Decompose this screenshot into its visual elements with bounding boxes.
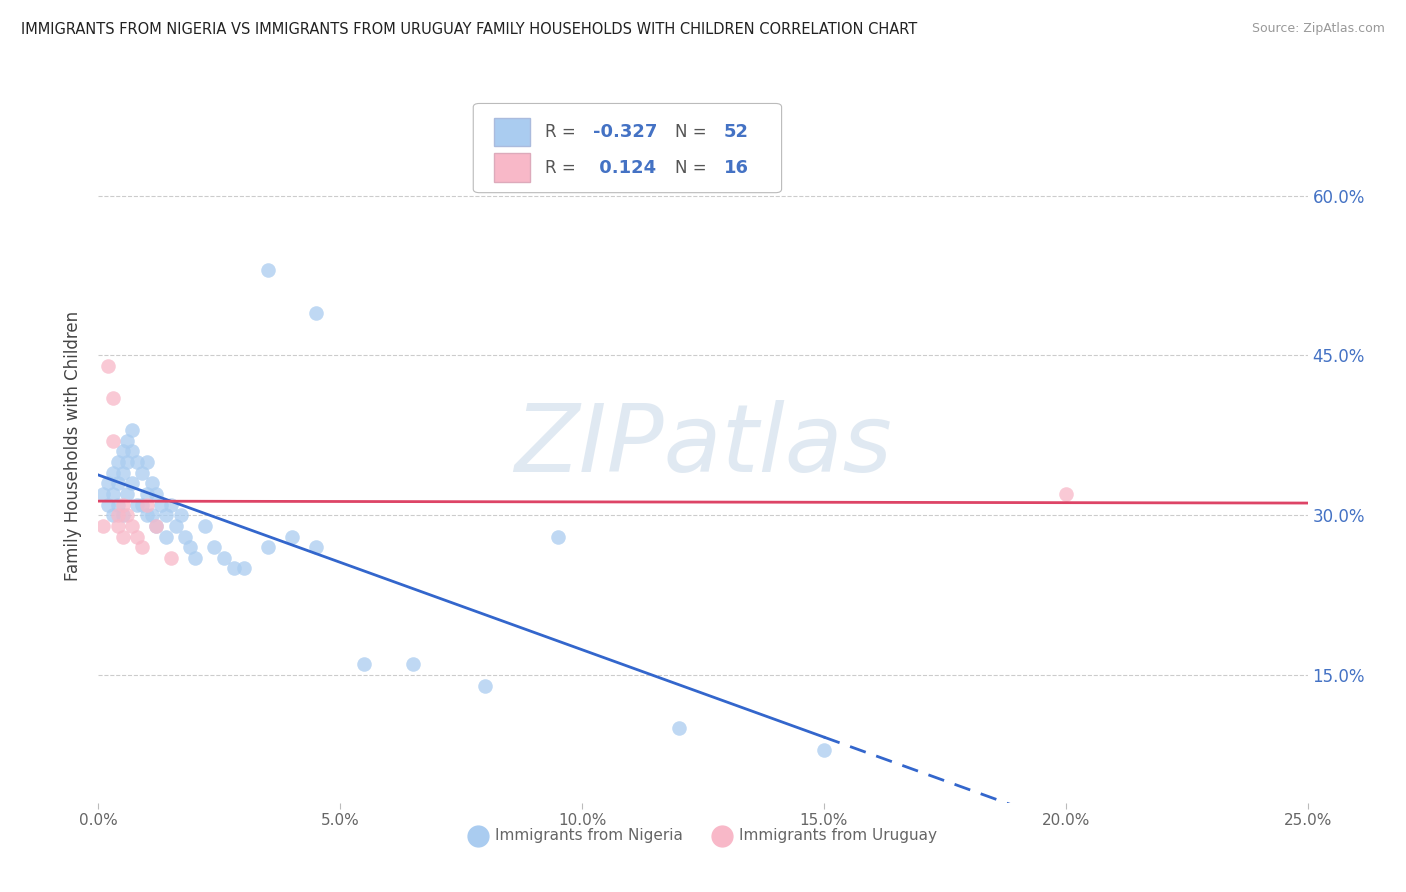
FancyBboxPatch shape — [494, 153, 530, 182]
Point — [117, 455, 139, 469]
Point — [117, 487, 139, 501]
Point — [111, 466, 134, 480]
Point — [402, 657, 425, 672]
Point — [111, 444, 134, 458]
Text: N =: N = — [675, 159, 711, 177]
Point — [1054, 487, 1077, 501]
Point — [131, 466, 153, 480]
Point — [160, 550, 183, 565]
Point — [145, 519, 167, 533]
Point — [107, 519, 129, 533]
Point — [117, 508, 139, 523]
Point — [107, 498, 129, 512]
Point — [91, 519, 114, 533]
Point — [305, 540, 328, 554]
Point — [101, 466, 124, 480]
Text: IMMIGRANTS FROM NIGERIA VS IMMIGRANTS FROM URUGUAY FAMILY HOUSEHOLDS WITH CHILDR: IMMIGRANTS FROM NIGERIA VS IMMIGRANTS FR… — [21, 22, 917, 37]
Point — [111, 529, 134, 543]
Point — [121, 444, 143, 458]
Point — [101, 508, 124, 523]
Text: R =: R = — [544, 123, 581, 141]
Point — [135, 487, 157, 501]
Text: -0.327: -0.327 — [593, 123, 658, 141]
Point — [107, 476, 129, 491]
Point — [474, 679, 496, 693]
Point — [91, 487, 114, 501]
Point — [204, 540, 226, 554]
FancyBboxPatch shape — [494, 118, 530, 146]
Point — [169, 508, 191, 523]
Point — [305, 306, 328, 320]
Point — [97, 359, 120, 373]
Point — [121, 423, 143, 437]
Point — [165, 519, 187, 533]
Text: Source: ZipAtlas.com: Source: ZipAtlas.com — [1251, 22, 1385, 36]
Point — [194, 519, 217, 533]
Point — [174, 529, 197, 543]
Point — [131, 540, 153, 554]
Point — [281, 529, 304, 543]
Point — [131, 498, 153, 512]
Point — [353, 657, 375, 672]
Point — [97, 476, 120, 491]
Point — [127, 498, 149, 512]
Legend: Immigrants from Nigeria, Immigrants from Uruguay: Immigrants from Nigeria, Immigrants from… — [463, 822, 943, 848]
Point — [141, 476, 163, 491]
Point — [107, 508, 129, 523]
Point — [155, 529, 177, 543]
Point — [256, 540, 278, 554]
Point — [135, 455, 157, 469]
Point — [107, 455, 129, 469]
Point — [127, 455, 149, 469]
Text: 0.124: 0.124 — [593, 159, 657, 177]
Point — [145, 519, 167, 533]
Point — [97, 498, 120, 512]
Point — [145, 487, 167, 501]
Point — [101, 434, 124, 448]
Point — [160, 498, 183, 512]
Text: N =: N = — [675, 123, 711, 141]
Point — [668, 721, 690, 735]
Text: ZIPatlas: ZIPatlas — [515, 401, 891, 491]
Y-axis label: Family Households with Children: Family Households with Children — [65, 311, 83, 581]
Point — [155, 508, 177, 523]
Point — [127, 529, 149, 543]
Text: R =: R = — [544, 159, 581, 177]
Point — [141, 508, 163, 523]
Point — [121, 476, 143, 491]
FancyBboxPatch shape — [474, 103, 782, 193]
Point — [101, 391, 124, 405]
Point — [232, 561, 254, 575]
Text: 16: 16 — [724, 159, 748, 177]
Point — [135, 508, 157, 523]
Point — [111, 508, 134, 523]
Point — [813, 742, 835, 756]
Point — [111, 498, 134, 512]
Point — [179, 540, 201, 554]
Point — [222, 561, 245, 575]
Point — [150, 498, 173, 512]
Point — [212, 550, 235, 565]
Point — [121, 519, 143, 533]
Point — [135, 498, 157, 512]
Point — [117, 434, 139, 448]
Point — [184, 550, 207, 565]
Text: 52: 52 — [724, 123, 748, 141]
Point — [101, 487, 124, 501]
Point — [256, 263, 278, 277]
Point — [547, 529, 569, 543]
